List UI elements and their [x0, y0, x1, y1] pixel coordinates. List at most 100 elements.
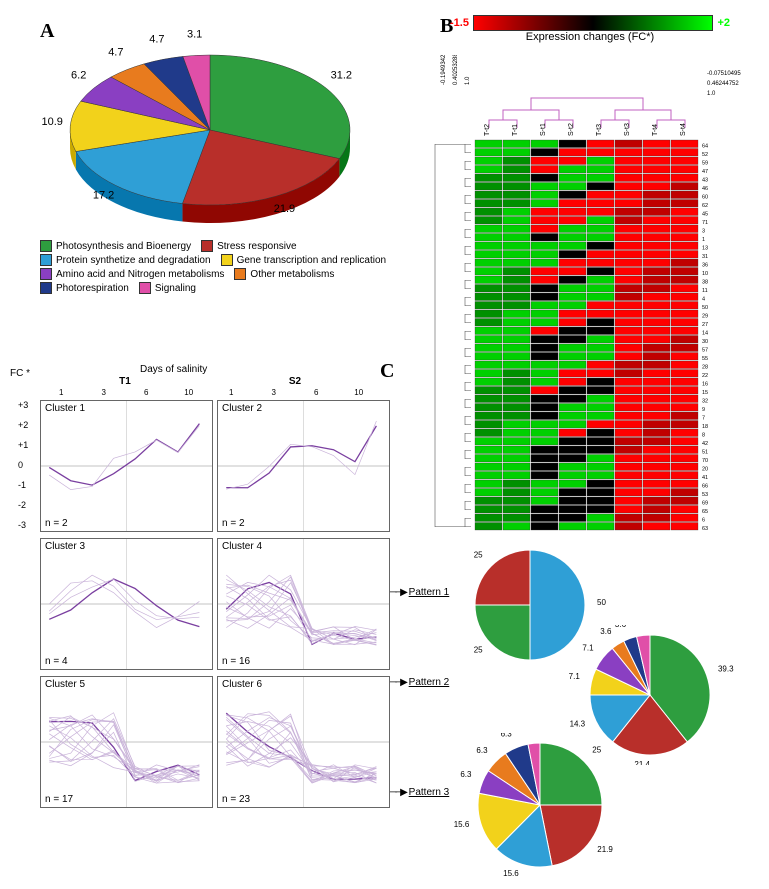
- svg-text:53: 53: [702, 492, 708, 498]
- svg-text:32: 32: [702, 399, 708, 405]
- pattern-label: ──▶ Pattern 3: [390, 787, 449, 798]
- svg-text:25: 25: [592, 746, 601, 755]
- svg-text:59: 59: [702, 161, 708, 167]
- svg-text:-0.19493425: -0.19493425: [441, 55, 447, 85]
- colorbar: -1.5 +2 Expression changes (FC*): [450, 15, 730, 43]
- svg-text:1: 1: [702, 237, 705, 243]
- cluster-panel: Cluster 6n = 23: [217, 676, 390, 808]
- svg-text:60: 60: [702, 195, 708, 201]
- svg-text:46: 46: [702, 186, 708, 192]
- svg-text:51: 51: [702, 450, 708, 456]
- svg-text:0.46244752: 0.46244752: [707, 81, 739, 87]
- svg-text:15.6: 15.6: [503, 869, 519, 877]
- svg-text:70: 70: [702, 458, 708, 464]
- svg-text:18: 18: [702, 424, 708, 430]
- colorbar-low: -1.5: [450, 17, 469, 29]
- svg-text:10: 10: [702, 271, 708, 277]
- svg-text:71: 71: [702, 220, 708, 226]
- svg-text:20: 20: [702, 467, 708, 473]
- cluster-panels: FC * Days of salinity T1S2 1361013610 +3…: [10, 370, 390, 808]
- svg-text:45: 45: [702, 212, 708, 218]
- svg-text:T-t3: T-t3: [596, 124, 603, 136]
- colorbar-title: Expression changes (FC*): [450, 31, 730, 43]
- svg-text:3.1: 3.1: [187, 30, 202, 40]
- svg-text:22: 22: [702, 373, 708, 379]
- cluster-panel: Cluster 5n = 17: [40, 676, 213, 808]
- svg-text:57: 57: [702, 348, 708, 354]
- svg-text:25: 25: [474, 645, 483, 654]
- svg-text:6.2: 6.2: [71, 69, 86, 81]
- legend-a: Photosynthesis and Bioenergy Stress respo…: [40, 240, 400, 296]
- svg-text:11: 11: [702, 288, 708, 294]
- svg-text:43: 43: [702, 178, 708, 184]
- svg-text:4: 4: [702, 297, 705, 303]
- svg-text:55: 55: [702, 356, 708, 362]
- cluster-panel: Cluster 4n = 16: [217, 538, 390, 670]
- svg-text:25: 25: [474, 551, 483, 560]
- svg-text:27: 27: [702, 322, 708, 328]
- cluster-panel: Cluster 2n = 2: [217, 400, 390, 532]
- svg-text:42: 42: [702, 441, 708, 447]
- svg-text:6.3: 6.3: [501, 733, 513, 739]
- svg-text:15: 15: [702, 390, 708, 396]
- svg-text:21.9: 21.9: [274, 203, 295, 215]
- svg-text:7: 7: [702, 416, 705, 422]
- svg-text:31: 31: [702, 254, 708, 260]
- svg-text:50: 50: [597, 598, 606, 607]
- svg-text:6: 6: [702, 518, 705, 524]
- svg-text:7.1: 7.1: [569, 672, 581, 681]
- y-axis-title: FC *: [10, 368, 30, 379]
- svg-text:17.2: 17.2: [93, 190, 114, 202]
- svg-text:28: 28: [702, 365, 708, 371]
- figure: A 31.221.917.210.96.24.74.73.1 Photosynt…: [10, 10, 759, 879]
- svg-text:T-t4: T-t4: [652, 124, 659, 136]
- svg-text:8: 8: [702, 433, 705, 439]
- svg-text:3.6: 3.6: [615, 625, 627, 629]
- svg-text:4.7: 4.7: [108, 46, 123, 58]
- cluster-panel: Cluster 1n = 2: [40, 400, 213, 532]
- legend-item: Amino acid and Nitrogen metabolisms: [40, 268, 224, 280]
- pattern-label: ──▶ Pattern 1: [390, 587, 449, 598]
- cluster-panel: Cluster 3n = 4: [40, 538, 213, 670]
- svg-text:-0.07510495: -0.07510495: [707, 71, 741, 77]
- svg-text:7.1: 7.1: [582, 643, 594, 652]
- svg-text:T-t1: T-t1: [512, 124, 519, 136]
- svg-text:62: 62: [702, 203, 708, 209]
- legend-item: Signaling: [139, 282, 196, 294]
- legend-item: Photorespiration: [40, 282, 129, 294]
- svg-text:52: 52: [702, 152, 708, 158]
- svg-text:S-t1: S-t1: [540, 123, 547, 136]
- svg-text:4.7: 4.7: [149, 33, 164, 45]
- svg-text:13: 13: [702, 246, 708, 252]
- svg-text:21.9: 21.9: [597, 845, 613, 854]
- pattern-label: ──▶ Pattern 2: [390, 677, 449, 688]
- svg-text:41: 41: [702, 475, 708, 481]
- legend-item: Stress responsive: [201, 240, 296, 252]
- svg-text:36: 36: [702, 263, 708, 269]
- svg-text:3.6: 3.6: [600, 627, 612, 636]
- svg-text:16: 16: [702, 382, 708, 388]
- legend-item: Photosynthesis and Bioenergy: [40, 240, 191, 252]
- svg-text:1.0: 1.0: [707, 91, 716, 97]
- svg-text:15.6: 15.6: [454, 820, 470, 829]
- svg-text:1.0: 1.0: [465, 76, 471, 85]
- svg-text:31.2: 31.2: [331, 69, 352, 81]
- legend-item: Protein synthetize and degradation: [40, 254, 211, 266]
- svg-text:9: 9: [702, 407, 705, 413]
- svg-text:14.3: 14.3: [570, 719, 586, 728]
- svg-text:S-t3: S-t3: [624, 123, 631, 136]
- svg-text:10.9: 10.9: [42, 116, 63, 128]
- svg-text:69: 69: [702, 501, 708, 507]
- svg-text:S-t4: S-t4: [680, 123, 687, 136]
- svg-text:0.40253288: 0.40253288: [453, 55, 459, 85]
- svg-text:50: 50: [702, 305, 708, 311]
- svg-text:63: 63: [702, 526, 708, 532]
- legend-item: Other metabolisms: [234, 268, 334, 280]
- svg-text:3: 3: [702, 229, 705, 235]
- svg-text:29: 29: [702, 314, 708, 320]
- svg-text:14: 14: [702, 331, 708, 337]
- svg-text:65: 65: [702, 509, 708, 515]
- pie-chart-a: 31.2 21.9 17.2 10.9 6.2 4.7 4.7 3.1: [20, 30, 380, 240]
- svg-text:6.3: 6.3: [476, 746, 488, 755]
- svg-text:T-t2: T-t2: [484, 124, 491, 136]
